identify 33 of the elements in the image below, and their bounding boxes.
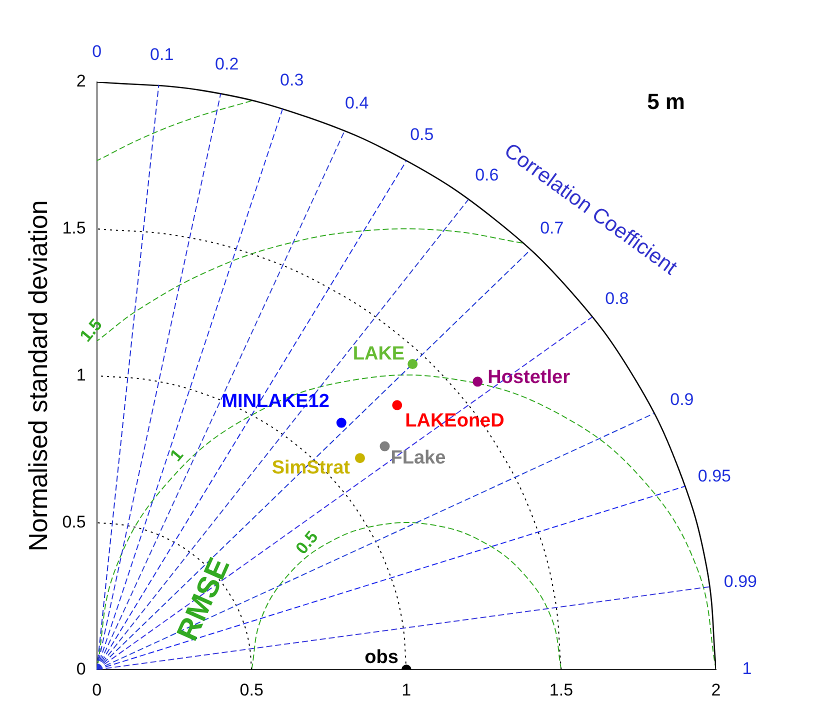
x-tick-label: 0.5 xyxy=(240,680,264,700)
text: 1 xyxy=(742,659,752,678)
y-axis-title: Normalised standard deviation xyxy=(22,200,53,552)
annotation: 0.9 xyxy=(670,390,694,410)
annotation: 0.3 xyxy=(280,70,304,90)
annotation: 0.5 xyxy=(292,527,322,558)
x-tick-label: 1.5 xyxy=(549,680,574,700)
text: 0 xyxy=(92,42,102,62)
series-label: SimStrat xyxy=(272,457,351,478)
text: 0.1 xyxy=(150,45,174,64)
series-label: FLake xyxy=(390,448,446,469)
x-tick-label: 1 xyxy=(402,680,412,700)
annotation: 0.6 xyxy=(475,166,499,184)
series-label: LAKEoneD xyxy=(405,410,504,432)
annotation: 0.5 xyxy=(410,124,434,144)
y-tick-label: 0.5 xyxy=(62,512,86,532)
series-label: obs xyxy=(364,646,398,668)
series-label: Hostetler xyxy=(488,366,571,388)
series-label: LAKE xyxy=(352,343,405,364)
y-tick-label: 1 xyxy=(76,365,86,384)
annotation: 5 m xyxy=(647,88,685,114)
annotation: 0.8 xyxy=(605,288,629,308)
text: 0.2 xyxy=(215,54,239,74)
annotation: 0.95 xyxy=(698,466,731,486)
annotation: 0.7 xyxy=(540,218,564,238)
annotation: 1 xyxy=(166,445,188,465)
y-tick-label: 0 xyxy=(76,659,86,678)
x-tick-label: 2 xyxy=(711,680,721,700)
annotation: 0.4 xyxy=(345,94,369,113)
x-tick-label: 0 xyxy=(92,680,102,700)
y-tick-label: 2 xyxy=(76,72,86,91)
y-tick-label: 1.5 xyxy=(62,218,86,238)
text: 0.99 xyxy=(724,572,758,592)
